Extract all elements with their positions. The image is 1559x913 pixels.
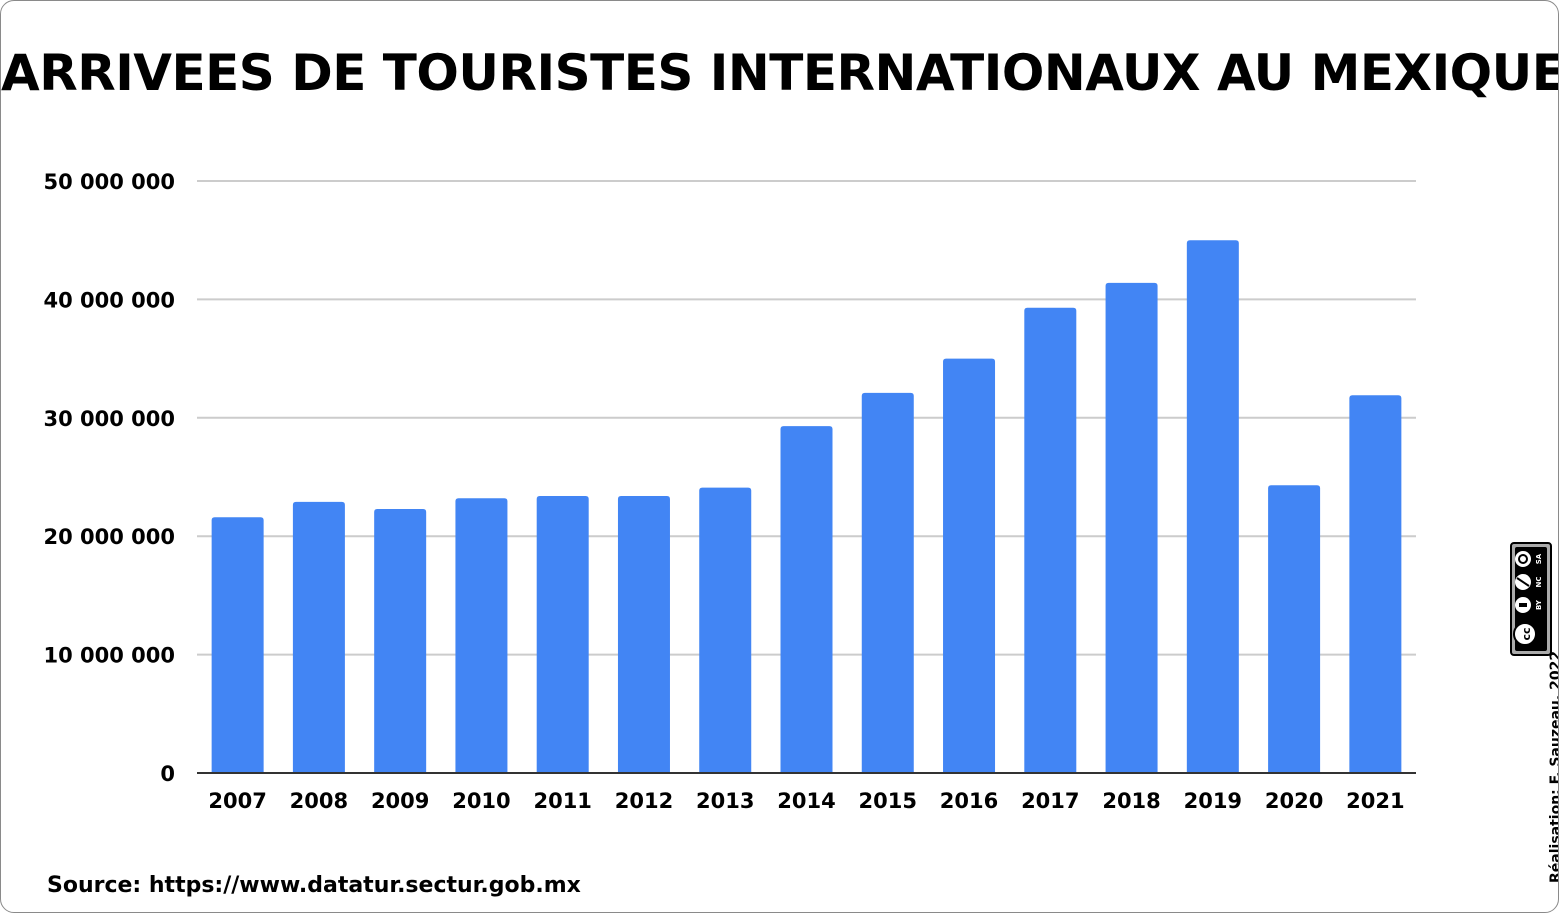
svg-text:cc: cc [1520, 627, 1533, 640]
y-tick-labels: 0 10 000 000 20 000 000 30 000 000 40 000 00… [43, 170, 175, 786]
license-label-nc: NC [1535, 577, 1543, 588]
x-tick-labels: 2007 2008 2009 2010 2011 2012 2013 2014 2015 2016… [208, 789, 1404, 813]
y-tick-label: 40 000 000 [43, 288, 175, 312]
y-tick-label: 10 000 000 [43, 644, 175, 668]
x-tick-label: 2012 [615, 789, 673, 813]
x-tick-label: 2018 [1102, 789, 1160, 813]
license-label-sa: SA [1535, 553, 1543, 564]
bar-2008 [292, 501, 345, 773]
creative-commons-by-nc-sa-icon: cc BY NC SA [1510, 542, 1552, 656]
x-tick-label: 2016 [940, 789, 998, 813]
x-tick-label: 2010 [452, 789, 510, 813]
author-credit: Réalisation: F. Sauzeau, 2022 [1548, 650, 1559, 883]
x-tick-label: 2014 [777, 789, 835, 813]
bar-2010 [455, 498, 508, 773]
bar-2013 [699, 487, 752, 773]
bar-2016 [943, 358, 996, 773]
x-tick-label: 2011 [533, 789, 591, 813]
y-tick-label: 0 [160, 762, 175, 786]
x-tick-label: 2008 [290, 789, 348, 813]
x-tick-label: 2021 [1346, 789, 1404, 813]
bar-2019 [1186, 240, 1239, 773]
x-tick-label: 2015 [859, 789, 917, 813]
bar-2007 [211, 517, 264, 773]
y-tick-label: 50 000 000 [43, 170, 175, 194]
chart-title: ARRIVEES DE TOURISTES INTERNATIONAUX AU … [1, 44, 1559, 102]
y-tick-label: 30 000 000 [43, 407, 175, 431]
bar-2018 [1105, 282, 1158, 773]
bar-2017 [1024, 307, 1077, 773]
x-tick-label: 2009 [371, 789, 429, 813]
bars [211, 240, 1402, 773]
bar-2021 [1349, 395, 1402, 773]
bar-2014 [780, 426, 833, 773]
bar-2012 [617, 495, 670, 773]
y-tick-label: 20 000 000 [43, 525, 175, 549]
x-tick-label: 2019 [1184, 789, 1242, 813]
x-tick-label: 2013 [696, 789, 754, 813]
bar-2020 [1268, 485, 1321, 773]
bar-2015 [861, 392, 914, 773]
bar-2011 [536, 495, 589, 773]
x-tick-label: 2020 [1265, 789, 1323, 813]
license-label-by: BY [1535, 599, 1543, 610]
x-tick-label: 2007 [208, 789, 266, 813]
x-tick-label: 2017 [1021, 789, 1079, 813]
bar-2009 [374, 508, 427, 773]
source-note: Source: https://www.datatur.sectur.gob.m… [47, 873, 581, 898]
